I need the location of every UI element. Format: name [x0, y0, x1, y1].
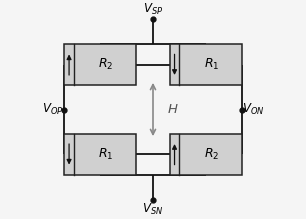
- Bar: [170, 44, 242, 85]
- Bar: [64, 44, 136, 85]
- Bar: [170, 134, 242, 175]
- Text: $R_{2}$: $R_{2}$: [204, 147, 219, 162]
- Text: $V_{\mathit{ON}}$: $V_{\mathit{ON}}$: [242, 102, 264, 117]
- Text: $R_{1}$: $R_{1}$: [204, 57, 219, 72]
- Bar: [64, 134, 136, 175]
- Text: $R_{2}$: $R_{2}$: [98, 57, 114, 72]
- Text: $V_{\mathit{SN}}$: $V_{\mathit{SN}}$: [142, 202, 164, 217]
- Text: $H$: $H$: [167, 103, 178, 116]
- Text: $V_{\mathit{OP}}$: $V_{\mathit{OP}}$: [42, 102, 64, 117]
- Text: $R_{1}$: $R_{1}$: [98, 147, 114, 162]
- Text: $V_{\mathit{SP}}$: $V_{\mathit{SP}}$: [143, 2, 163, 17]
